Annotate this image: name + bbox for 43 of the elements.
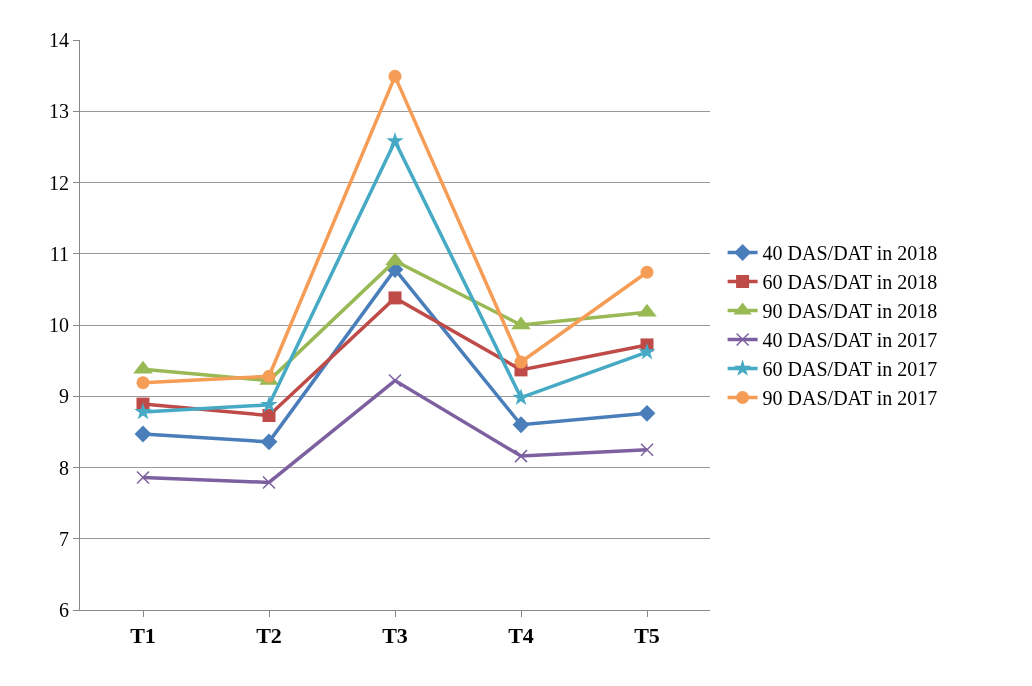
legend-label: 60 DAS/DAT in 2017 [762,358,938,381]
legend-label: 40 DAS/DAT in 2017 [762,329,938,352]
point [512,416,530,434]
x-tick-label: T2 [256,623,282,649]
y-tick-label: 11 [49,242,69,265]
point [134,402,152,420]
y-tick-label: 7 [59,527,69,550]
legend-label: 90 DAS/DAT in 2017 [762,387,938,410]
point [511,316,531,330]
x-tick-label: T3 [382,623,408,649]
point [385,252,405,266]
y-tick-label: 13 [49,100,69,123]
point [386,132,404,149]
y-tick-label: 10 [49,314,69,336]
point [640,265,654,279]
y-tick-label: 9 [59,385,69,408]
y-tick-label: 8 [59,456,69,479]
point [260,395,278,413]
legend-label: 60 DAS/DAT in 2018 [762,271,938,294]
point [136,376,150,390]
point [388,69,402,83]
point [262,408,276,422]
x-tick-label: T4 [508,623,534,649]
point [638,404,656,422]
point [514,355,528,369]
point [514,449,528,463]
y-tick-label: 12 [49,171,69,194]
point [134,425,152,443]
y-tick-label: 14 [49,29,69,51]
point [133,360,153,374]
point [640,442,654,457]
point [260,433,278,451]
x-tick-label: T5 [634,623,660,649]
point [637,303,657,317]
point [262,475,276,490]
point [638,342,656,360]
point [388,291,402,305]
point [136,470,150,485]
x-tick-label: T1 [130,623,156,649]
y-tick-label: 6 [59,599,69,621]
point [388,373,402,388]
legend-label: 90 DAS/DAT in 2018 [762,300,938,323]
legend-label: 40 DAS/DAT in 2018 [762,242,938,265]
